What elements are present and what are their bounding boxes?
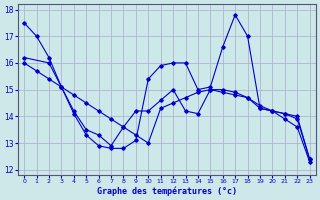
- X-axis label: Graphe des températures (°c): Graphe des températures (°c): [97, 186, 237, 196]
